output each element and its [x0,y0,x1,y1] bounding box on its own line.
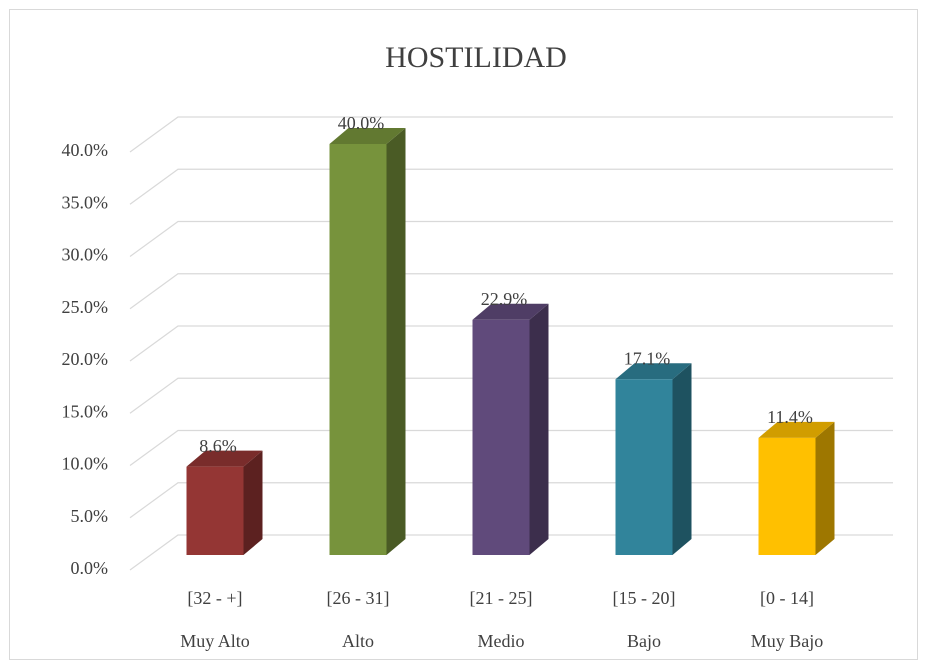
bar-face [615,363,692,380]
bar-face [672,363,692,555]
x-tick-label: Muy Alto [180,631,250,651]
bar-face [186,466,244,555]
x-tick-label: [21 - 25] [470,588,533,608]
x-tick-label: Bajo [627,631,661,651]
bar-face [758,437,816,555]
bar-face [386,128,406,555]
chart-border [9,9,918,660]
bar-face [186,450,263,467]
bar-face [529,303,549,555]
bar-face [758,421,835,438]
bar-face [815,421,835,555]
x-tick-label: Alto [342,631,374,651]
y-tick-label: 30.0% [62,245,109,265]
y-tick-label: 0.0% [71,558,109,578]
data-label: 11.4% [767,407,813,427]
y-tick-label: 25.0% [62,297,109,317]
bar [186,450,263,555]
y-tick-label: 40.0% [62,140,109,160]
grid-line [129,220,893,257]
bar-face [615,379,673,555]
y-tick-label: 20.0% [62,349,109,369]
x-tick-label: [0 - 14] [760,588,814,608]
y-tick-label: 5.0% [71,506,109,526]
data-label: 8.6% [199,436,237,456]
bar [758,421,835,555]
x-tick-label: [26 - 31] [327,588,390,608]
data-label: 40.0% [338,113,385,133]
x-tick-label: [15 - 20] [613,588,676,608]
y-tick-label: 10.0% [62,454,109,474]
bar [472,303,549,555]
bar-face [243,450,263,555]
data-label: 17.1% [624,348,671,368]
bar-face [329,128,406,144]
chart-title: HOSTILIDAD [385,41,567,74]
bar-face [472,303,549,320]
y-tick-label: 15.0% [62,401,109,421]
y-tick-label: 35.0% [62,192,109,212]
bar-face [472,319,530,555]
x-tick-label: Muy Bajo [751,631,824,651]
bar [329,128,406,555]
grid-line [129,273,893,310]
grid-line [129,168,893,205]
x-tick-label: Medio [478,631,525,651]
bar-face [329,144,387,555]
grid-line [129,116,893,153]
x-tick-label: [32 - +] [187,588,242,608]
grid-line [129,325,893,362]
data-label: 22.9% [481,289,528,309]
bar [615,363,692,555]
